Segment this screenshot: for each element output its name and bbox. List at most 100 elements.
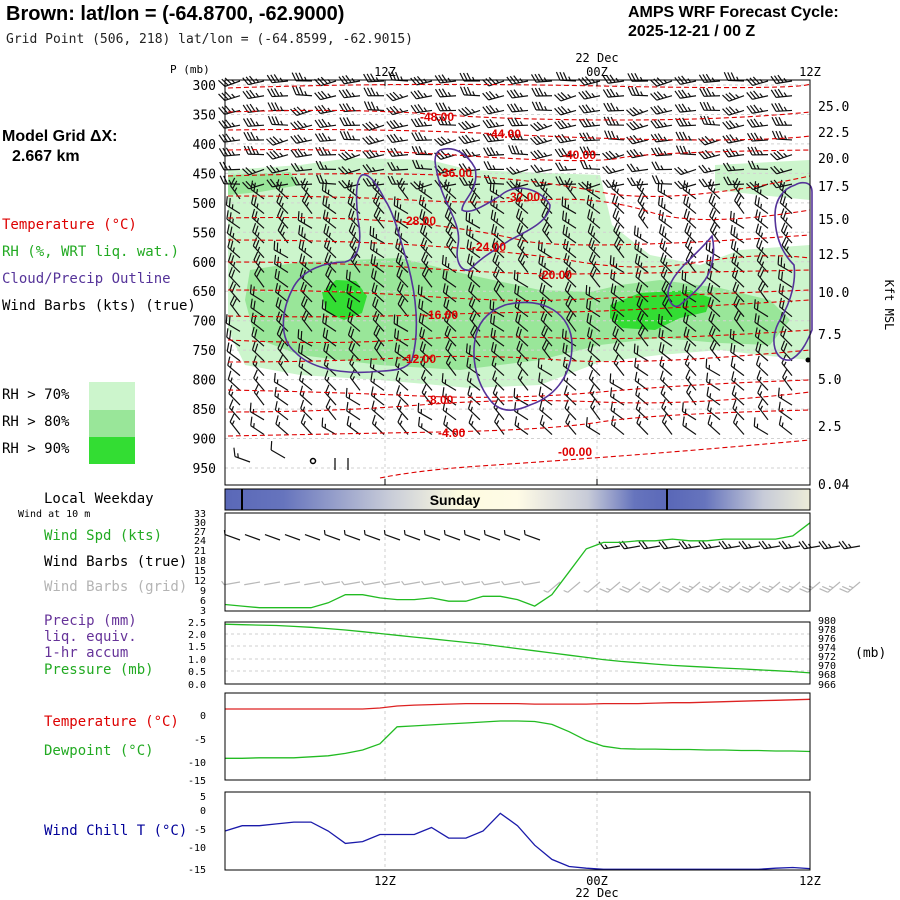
- barb-full: [699, 588, 708, 593]
- barb-full: [541, 256, 544, 266]
- grid-wind-barb: [321, 580, 341, 586]
- barb-full: [751, 160, 757, 170]
- barb-full: [517, 369, 523, 378]
- barb-full: [733, 226, 736, 236]
- barb-full: [776, 150, 784, 159]
- barb-full: [640, 209, 646, 219]
- barb-staff: [371, 408, 385, 421]
- barb-full: [417, 118, 424, 127]
- barb-full: [611, 297, 615, 307]
- grid-wind-barb: [699, 581, 721, 593]
- barb-staff: [441, 381, 457, 391]
- temperature-contour: [227, 379, 811, 398]
- cloud-outline: [282, 174, 418, 374]
- barb-full: [458, 136, 465, 144]
- barb-half: [660, 179, 664, 185]
- section-wind-barb: [682, 298, 697, 318]
- section-wind-barb: [626, 134, 649, 145]
- barb-half: [733, 377, 737, 383]
- barb-full: [756, 237, 761, 247]
- kft-tick-label: 10.0: [818, 286, 849, 301]
- barb-full: [781, 585, 791, 591]
- barb-staff: [227, 364, 241, 377]
- barb-full: [421, 329, 426, 339]
- barb-staff: [754, 307, 769, 318]
- section-wind-barb: [660, 384, 673, 406]
- barb-staff: [514, 410, 529, 421]
- temperature-contour: [227, 239, 811, 268]
- barb-half: [665, 261, 668, 267]
- barb-full: [297, 211, 300, 221]
- barb-full: [760, 283, 766, 293]
- barb-full: [446, 181, 450, 191]
- barb-full: [585, 104, 592, 113]
- barb-full: [677, 90, 685, 99]
- barb-half: [758, 362, 761, 368]
- barb-staff: [421, 274, 433, 288]
- barb-full: [273, 74, 280, 83]
- barb-staff: [704, 168, 721, 174]
- barb-staff: [587, 231, 601, 244]
- barb-staff: [607, 138, 625, 141]
- weekday-band-label: Sunday: [430, 492, 481, 508]
- barb-full: [585, 299, 589, 309]
- barb-full: [303, 313, 309, 322]
- barb-staff: [404, 533, 421, 541]
- barb-full: [633, 343, 636, 353]
- barb-staff: [538, 394, 553, 406]
- barb-full: [314, 133, 321, 142]
- barb-full: [610, 283, 614, 293]
- section-wind-barb: [482, 133, 505, 143]
- barb-staff: [590, 406, 601, 421]
- barb-staff: [274, 395, 289, 406]
- barb-half: [375, 123, 380, 128]
- barb-staff: [272, 168, 289, 174]
- barb-staff: [468, 408, 481, 421]
- barb-full: [781, 285, 784, 295]
- barb-staff: [442, 409, 457, 421]
- section-wind-barb: [539, 414, 553, 435]
- barb-full: [394, 210, 397, 220]
- barb-full: [441, 373, 444, 383]
- barb-half: [302, 406, 306, 412]
- barb-staff: [384, 533, 401, 541]
- barb-full: [755, 355, 760, 365]
- section-wind-barb: [273, 240, 289, 259]
- barb-staff: [776, 80, 793, 85]
- section-wind-barb: [418, 194, 433, 215]
- section-wind-barb: [338, 166, 361, 175]
- barb-staff: [350, 259, 361, 273]
- barb-full: [579, 132, 585, 142]
- barb-full: [495, 283, 501, 293]
- windchill-tick-label: -10: [188, 843, 206, 854]
- section-wind-barb: [363, 87, 384, 97]
- barb-full: [227, 356, 231, 366]
- barb-full: [396, 281, 402, 291]
- grid-wind-barb: [441, 580, 461, 586]
- barb-staff: [244, 581, 261, 586]
- barb-full: [413, 90, 421, 99]
- barb-staff: [680, 109, 697, 113]
- pressure-axis-title: P (mb): [170, 63, 210, 76]
- barb-full: [581, 90, 589, 99]
- section-wind-barb: [634, 357, 649, 377]
- barb-staff: [491, 246, 505, 259]
- barb-staff: [344, 95, 361, 99]
- barb-full: [518, 343, 523, 353]
- barb-staff: [704, 154, 721, 160]
- section-wind-barb: [386, 119, 409, 130]
- barb-full: [492, 315, 496, 325]
- barb-staff: [276, 201, 289, 214]
- barb-full: [535, 101, 541, 111]
- barb-staff: [560, 139, 577, 144]
- barb-full: [325, 211, 329, 221]
- barb-half: [616, 120, 620, 126]
- barb-full: [399, 298, 405, 308]
- pressure-tick-label: 800: [193, 374, 216, 389]
- cloud-outline: [667, 234, 715, 308]
- section-wind-barb: [321, 299, 337, 318]
- barb-full: [755, 341, 759, 351]
- kft-tick-label: 7.5: [818, 328, 841, 343]
- barb-staff: [371, 394, 385, 406]
- barb-full: [290, 122, 297, 130]
